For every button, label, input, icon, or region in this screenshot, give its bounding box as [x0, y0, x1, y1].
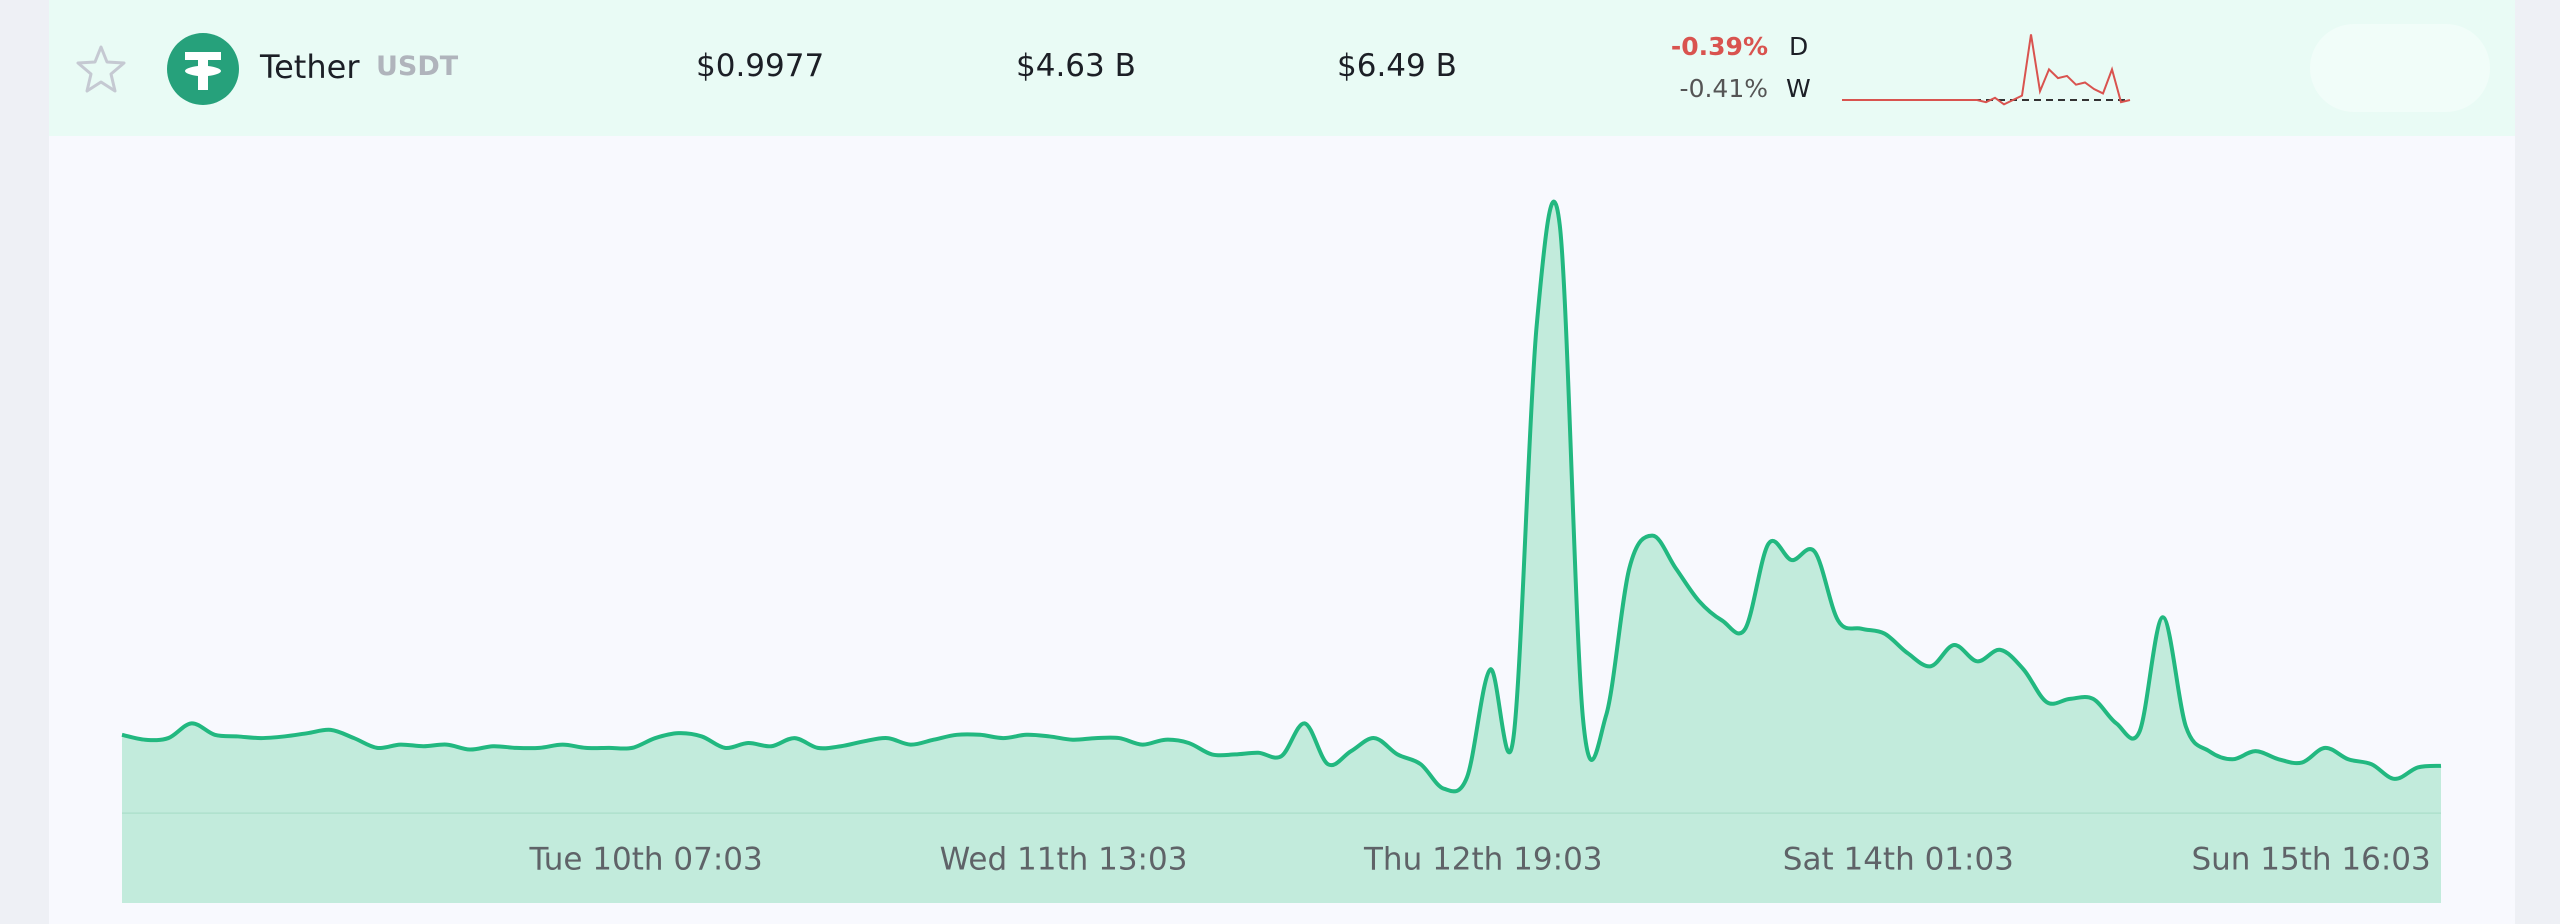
day-label: D [1789, 32, 1809, 61]
coin-symbol: USDT [376, 51, 459, 82]
x-tick-label: Wed 11th 13:03 [940, 842, 1188, 878]
change-day: -0.39% [1670, 32, 1768, 61]
coin-name: Tether [260, 48, 360, 86]
change-week: -0.41% [1679, 74, 1768, 103]
x-tick-label: Sat 14th 01:03 [1783, 842, 2014, 878]
x-tick-label: Tue 10th 07:03 [528, 842, 762, 878]
line [121, 199, 2442, 794]
x-tick-label: Thu 12th 19:03 [1363, 842, 1603, 878]
area [122, 201, 2441, 904]
market-cap: $6.49 B [1337, 48, 1457, 84]
x-tick-label: Sun 15th 16:03 [2191, 842, 2430, 878]
sparkline [1842, 34, 2131, 106]
coin-row[interactable] [49, 0, 2515, 136]
favorite-star[interactable] [76, 45, 126, 93]
coin-logo-glyph [185, 52, 221, 90]
row-action[interactable] [2310, 24, 2490, 112]
volume: $4.63 B [1016, 48, 1136, 84]
price: $0.9977 [696, 48, 825, 84]
week-label: W [1786, 74, 1811, 103]
row-graphics [76, 24, 2490, 112]
